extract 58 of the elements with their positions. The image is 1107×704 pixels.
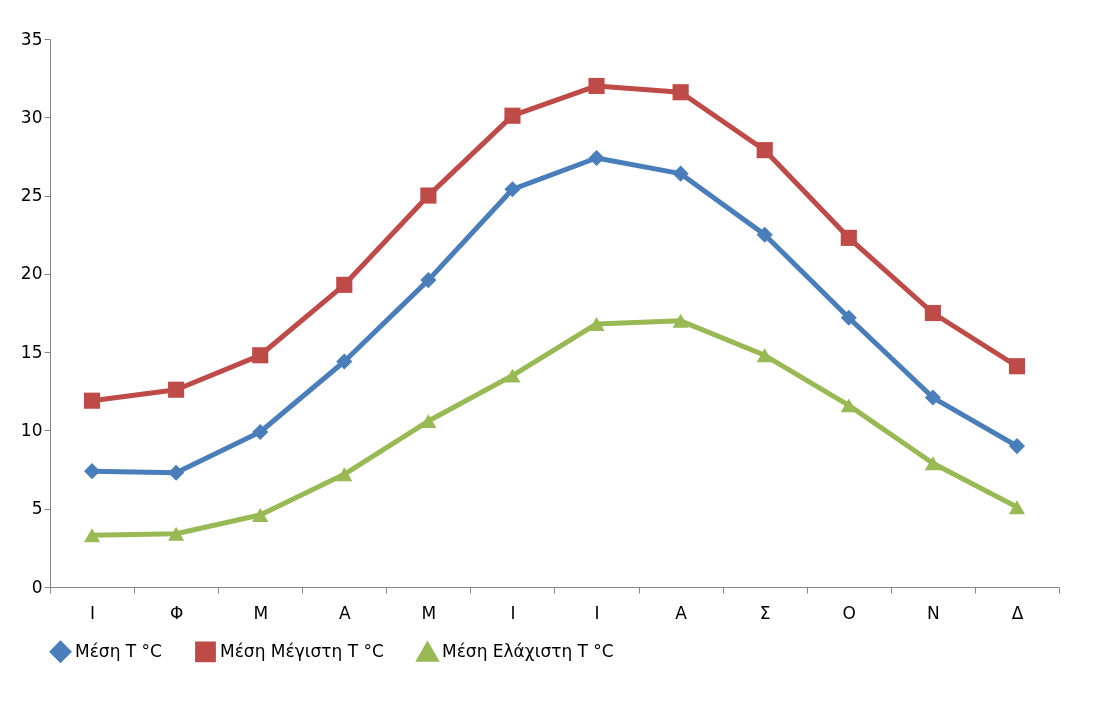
point: [504, 181, 521, 198]
y-tick-label: 25: [20, 185, 43, 206]
x-tick-label: Σ: [759, 602, 771, 623]
legend-label: Μέση Μέγιστη T °C: [220, 640, 384, 661]
y-tick-label: 15: [20, 341, 43, 362]
point: [840, 309, 857, 326]
y-tick-label: 30: [20, 106, 43, 127]
y-tick-label: 0: [31, 576, 43, 597]
y-tick-label: 20: [20, 263, 43, 284]
point: [420, 272, 437, 289]
point: [504, 107, 521, 124]
point: [1008, 500, 1026, 515]
point: [168, 464, 185, 481]
x-tick-label: Ν: [927, 602, 940, 623]
point: [336, 276, 353, 293]
point: [672, 313, 689, 328]
point: [420, 187, 437, 204]
point: [924, 304, 941, 322]
point: [83, 392, 101, 409]
point: [1008, 438, 1026, 455]
point: [588, 316, 605, 331]
y-tick-label: 5: [31, 498, 43, 519]
point: [252, 347, 269, 364]
point: [756, 142, 773, 159]
x-tick-label: Α: [338, 602, 351, 623]
x-tick-label: Δ: [1011, 602, 1024, 623]
point: [588, 77, 605, 95]
point: [756, 226, 773, 243]
point: [168, 526, 185, 541]
point: [924, 389, 941, 406]
point: [840, 229, 857, 246]
x-tick-label: Α: [675, 602, 688, 623]
point: [252, 508, 269, 522]
point: [588, 149, 605, 167]
x-tick-label: Μ: [421, 602, 437, 623]
legend-label: Μέση T °C: [75, 640, 162, 661]
y-tick-label: 35: [20, 28, 43, 49]
point: [840, 398, 857, 413]
point: [168, 381, 185, 398]
point: [504, 368, 521, 383]
y-tick-label: 10: [20, 419, 43, 440]
point: [336, 353, 353, 370]
legend-label: Μέση Ελάχιστη T °C: [442, 641, 614, 662]
point: [924, 456, 941, 471]
x-tick-label: Ι: [90, 602, 96, 623]
x-tick-label: Μ: [253, 602, 269, 623]
point: [420, 414, 437, 429]
point: [756, 348, 773, 363]
x-tick-label: Φ: [169, 602, 184, 623]
point: [252, 423, 269, 441]
x-tick-label: Ο: [842, 602, 856, 623]
point: [83, 528, 101, 543]
point: [336, 467, 353, 482]
point: [672, 165, 689, 182]
x-tick-label: Ι: [510, 602, 516, 623]
x-tick-label: Ι: [594, 602, 600, 623]
point: [1008, 358, 1026, 375]
point: [672, 84, 689, 101]
